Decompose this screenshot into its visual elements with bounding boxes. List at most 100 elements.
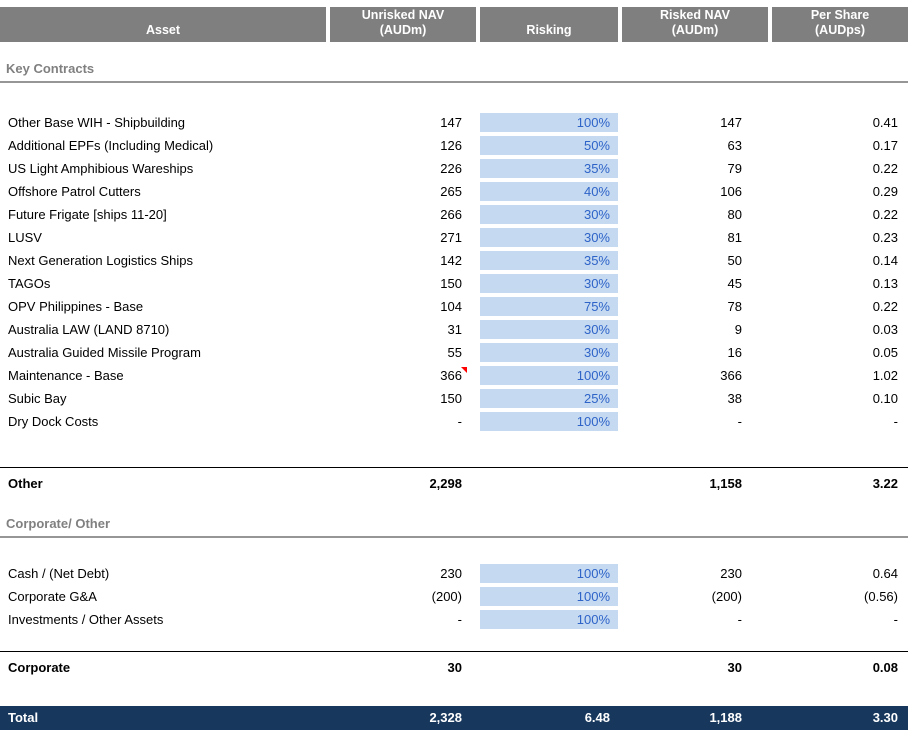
per-share-cell: 0.13 <box>872 276 898 291</box>
table-row: Maintenance - Base 366 100% 366 1.02 <box>0 364 908 387</box>
section-title: Corporate/ Other <box>6 516 111 531</box>
table-row: LUSV 271 30% 81 0.23 <box>0 226 908 249</box>
per-share-cell: 0.22 <box>872 299 898 314</box>
risking-input-cell[interactable]: 30% <box>480 274 618 293</box>
table-row: Dry Dock Costs - 100% - - <box>0 410 908 433</box>
per-share-cell: - <box>893 612 898 627</box>
risking-input-cell[interactable]: 30% <box>480 320 618 339</box>
risked-nav-cell: (200) <box>711 589 742 604</box>
asset-name-cell: Other Base WIH - Shipbuilding <box>8 115 186 130</box>
unrisked-nav-cell: 147 <box>440 115 462 130</box>
unrisked-nav-cell: 226 <box>440 161 462 176</box>
risking-input-cell[interactable]: 100% <box>480 412 618 431</box>
section-head: Corporate/ Other <box>0 516 908 538</box>
risked-nav-cell: 81 <box>727 230 742 245</box>
risking-cell: 30% <box>480 226 618 249</box>
unrisked-nav-cell: 30 <box>447 660 462 675</box>
risking-input-cell[interactable]: 35% <box>480 159 618 178</box>
per-share-cell: 0.22 <box>872 161 898 176</box>
per-share-cell: - <box>893 414 898 429</box>
section-rows: Other Base WIH - Shipbuilding 147 100% 1… <box>0 111 908 433</box>
unrisked-nav-cell: 55 <box>447 345 462 360</box>
risking-cell: 40% <box>480 180 618 203</box>
risked-nav-cell: 147 <box>720 115 742 130</box>
asset-name-cell: Dry Dock Costs <box>8 414 99 429</box>
header-label-line: (AUDps) <box>815 23 865 37</box>
table-row: Investments / Other Assets - 100% - - <box>0 608 908 631</box>
risking-input-cell[interactable]: 30% <box>480 205 618 224</box>
unrisked-nav-cell: 266 <box>440 207 462 222</box>
asset-name-cell: US Light Amphibious Wareships <box>8 161 194 176</box>
risked-nav-cell: 45 <box>727 276 742 291</box>
per-share-cell: 3.30 <box>872 710 898 725</box>
table-row: Additional EPFs (Including Medical) 126 … <box>0 134 908 157</box>
risking-input-cell[interactable]: 100% <box>480 366 618 385</box>
section-key-contracts: Key Contracts Other Base WIH - Shipbuild… <box>0 61 908 494</box>
asset-name-cell: Cash / (Net Debt) <box>8 566 110 581</box>
per-share-cell: 0.08 <box>872 660 898 675</box>
risked-nav-cell: 366 <box>720 368 742 383</box>
asset-name-cell: Investments / Other Assets <box>8 612 164 627</box>
per-share-cell: 0.14 <box>872 253 898 268</box>
risked-nav-cell: 79 <box>727 161 742 176</box>
risking-input-cell[interactable]: 50% <box>480 136 618 155</box>
risking-cell: 35% <box>480 157 618 180</box>
risked-nav-cell: 50 <box>727 253 742 268</box>
per-share-cell: 0.41 <box>872 115 898 130</box>
risking-input-cell[interactable]: 100% <box>480 564 618 583</box>
unrisked-nav-cell: - <box>457 414 462 429</box>
section-rows: Cash / (Net Debt) 230 100% 230 0.64 Corp… <box>0 562 908 631</box>
risking-input-cell[interactable]: 100% <box>480 113 618 132</box>
header-label-line: Asset <box>145 23 181 37</box>
per-share-cell: 1.02 <box>872 368 898 383</box>
cell-value: 366 <box>440 368 462 383</box>
per-share-cell: 0.05 <box>872 345 898 360</box>
asset-name-cell: Subic Bay <box>8 391 67 406</box>
risking-cell: 100% <box>480 608 618 631</box>
column-header-risked-nav: Risked NAV (AUDm) <box>622 7 768 42</box>
risking-input-cell[interactable]: 100% <box>480 610 618 629</box>
per-share-cell: 0.22 <box>872 207 898 222</box>
subtotal-label: Corporate <box>8 660 71 675</box>
risked-nav-cell: 1,158 <box>709 476 742 491</box>
risking-input-cell[interactable]: 75% <box>480 297 618 316</box>
per-share-cell: 0.17 <box>872 138 898 153</box>
risking-input-cell[interactable]: 40% <box>480 182 618 201</box>
unrisked-nav-cell: 366 <box>330 364 476 387</box>
header-label-line: (AUDm) <box>671 23 719 37</box>
total-label: Total <box>8 710 39 725</box>
risked-nav-cell: 78 <box>727 299 742 314</box>
risked-nav-cell: 30 <box>727 660 742 675</box>
unrisked-nav-cell: 31 <box>447 322 462 337</box>
comment-marker-icon <box>461 367 467 373</box>
asset-name-cell: Corporate G&A <box>8 589 97 604</box>
section-corporate-other: Corporate/ Other Cash / (Net Debt) 230 1… <box>0 516 908 678</box>
per-share-cell: 0.29 <box>872 184 898 199</box>
table-row: Australia Guided Missile Program 55 30% … <box>0 341 908 364</box>
total-row: Total 2,328 6.48 1,188 3.30 <box>0 706 908 730</box>
risking-input-cell[interactable]: 30% <box>480 228 618 247</box>
column-header-per-share: Per Share (AUDps) <box>772 7 908 42</box>
risking-cell: 100% <box>480 410 618 433</box>
asset-name-cell: TAGOs <box>8 276 51 291</box>
risking-cell <box>480 657 618 678</box>
per-share-cell: 0.64 <box>872 566 898 581</box>
risking-input-cell[interactable]: 100% <box>480 587 618 606</box>
risking-input-cell[interactable]: 25% <box>480 389 618 408</box>
unrisked-nav-cell: 230 <box>440 566 462 581</box>
risked-nav-cell: - <box>737 414 742 429</box>
per-share-cell: 0.03 <box>872 322 898 337</box>
header-label-line: Risked NAV <box>660 8 730 22</box>
risking-input-cell[interactable]: 35% <box>480 251 618 270</box>
subtotal-row-corporate: Corporate 30 30 0.08 <box>0 651 908 678</box>
table-row: TAGOs 150 30% 45 0.13 <box>0 272 908 295</box>
risked-nav-cell: 106 <box>720 184 742 199</box>
unrisked-nav-cell: 2,298 <box>429 476 462 491</box>
asset-name-cell: Australia Guided Missile Program <box>8 345 201 360</box>
section-divider <box>0 536 908 538</box>
risking-input-cell[interactable]: 30% <box>480 343 618 362</box>
asset-name-cell: Maintenance - Base <box>8 368 124 383</box>
unrisked-nav-cell: 104 <box>440 299 462 314</box>
header-label-line: Unrisked NAV <box>361 8 445 22</box>
